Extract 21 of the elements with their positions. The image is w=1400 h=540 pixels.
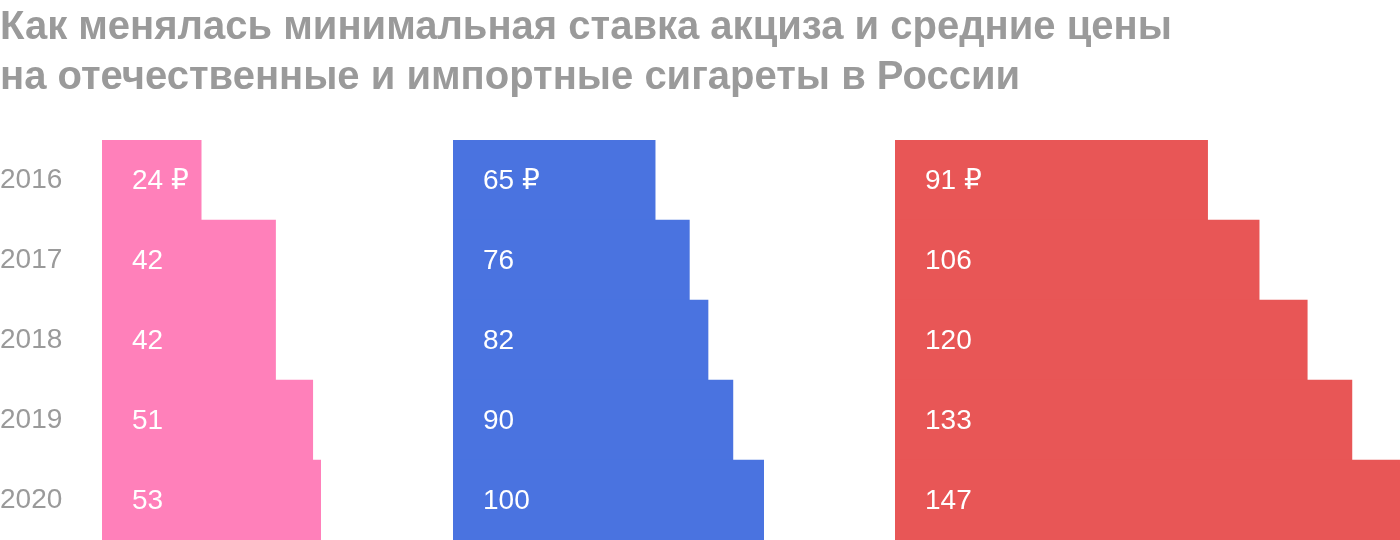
data-label: 90 bbox=[482, 403, 514, 435]
data-label: 82 bbox=[482, 323, 514, 355]
data-label: 147 bbox=[925, 483, 973, 515]
text: Как менялась минимальная ставка акциза и средние цены на отечественные и импортные сигареты в России bbox=[0, 2, 1173, 99]
data-label: 120 bbox=[925, 323, 973, 355]
data-label: 133 bbox=[925, 403, 973, 435]
data-label: 42 bbox=[132, 243, 164, 275]
data-label: 42 bbox=[132, 323, 164, 355]
data-label: 24 ₽ bbox=[132, 163, 189, 195]
data-label: 53 bbox=[132, 483, 164, 515]
data-label: 76 bbox=[482, 243, 514, 275]
data-label: 106 bbox=[925, 243, 973, 275]
data-label: 91 ₽ bbox=[925, 163, 983, 195]
y-tick-label: 2018 bbox=[0, 322, 63, 354]
data-label: 65 ₽ bbox=[482, 163, 540, 195]
y-tick-label: 2020 bbox=[0, 482, 63, 514]
data-label: 100 bbox=[482, 483, 530, 515]
y-tick-label: 2017 bbox=[0, 242, 63, 274]
y-tick-label: 2019 bbox=[0, 402, 63, 434]
data-label: 51 bbox=[132, 403, 164, 435]
y-tick-label: 2016 bbox=[0, 162, 63, 194]
